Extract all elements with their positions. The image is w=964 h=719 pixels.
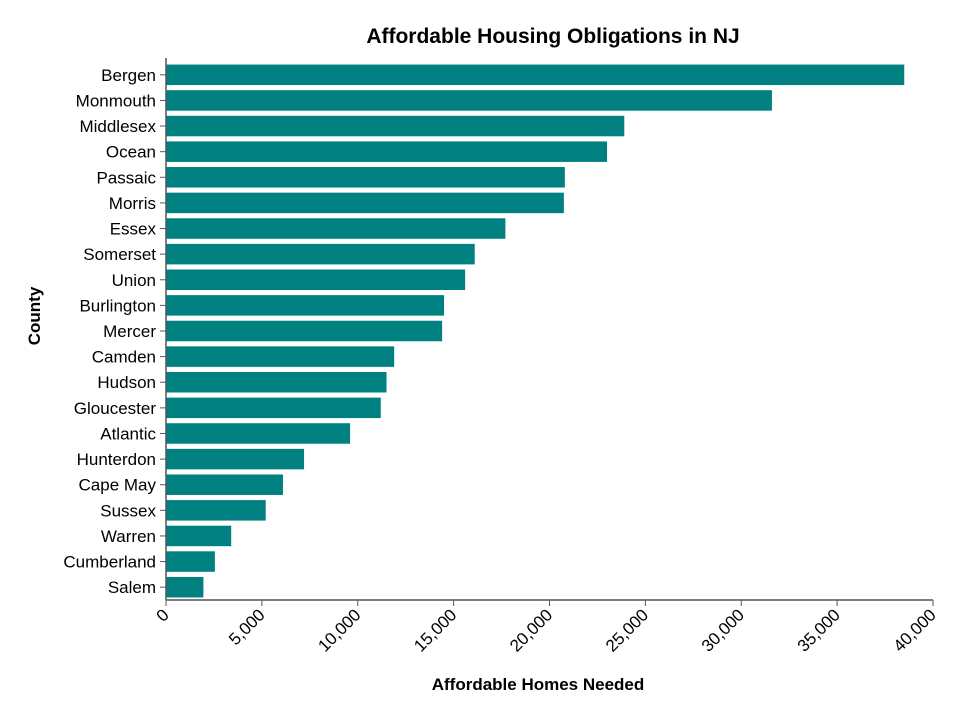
y-tick-label: Passaic xyxy=(96,168,156,187)
bar-mercer xyxy=(166,320,443,342)
y-tick-label: Hudson xyxy=(97,373,156,392)
x-axis-title: Affordable Homes Needed xyxy=(432,675,645,694)
bar-middlesex xyxy=(166,115,625,137)
bar-sussex xyxy=(166,500,266,521)
bar-somerset xyxy=(166,243,475,265)
bar-atlantic xyxy=(166,423,351,444)
x-tick-label: 25,000 xyxy=(602,605,652,655)
y-axis-title: County xyxy=(25,286,44,345)
y-tick-label: Atlantic xyxy=(100,424,156,443)
y-tick-label: Gloucester xyxy=(74,399,157,418)
x-tick-label: 30,000 xyxy=(698,605,748,655)
y-tick-label: Ocean xyxy=(106,143,156,162)
y-tick-label: Hunterdon xyxy=(77,450,156,469)
y-tick-label: Union xyxy=(112,271,156,290)
bar-essex xyxy=(166,218,506,239)
bars-layer xyxy=(166,64,905,598)
x-tick-label: 0 xyxy=(153,605,173,625)
chart-title: Affordable Housing Obligations in NJ xyxy=(366,25,739,48)
bar-cape-may xyxy=(166,474,283,495)
bar-bergen xyxy=(166,64,905,86)
y-tick-label: Morris xyxy=(109,194,156,213)
x-tick-label: 20,000 xyxy=(506,605,556,655)
bar-warren xyxy=(166,525,232,547)
x-tick-label: 35,000 xyxy=(794,605,844,655)
bar-ocean xyxy=(166,141,608,162)
bar-hunterdon xyxy=(166,448,305,470)
y-tick-label: Monmouth xyxy=(76,91,156,110)
y-tick-label: Burlington xyxy=(79,296,156,315)
y-tick-label: Bergen xyxy=(101,66,156,85)
y-tick-label: Mercer xyxy=(103,322,156,341)
bar-morris xyxy=(166,192,564,214)
y-tick-label: Cape May xyxy=(79,476,157,495)
bar-cumberland xyxy=(166,551,215,572)
y-tick-label: Cumberland xyxy=(63,553,156,572)
x-tick-label: 15,000 xyxy=(410,605,460,655)
bar-hudson xyxy=(166,371,387,393)
y-tick-label: Middlesex xyxy=(79,117,156,136)
x-axis: 0 5,000 10,000 15,000 20,000 25,000 30,000 35,0… xyxy=(153,599,940,656)
x-tick-label: 5,000 xyxy=(225,605,269,649)
bar-salem xyxy=(166,576,204,598)
y-tick-label: Salem xyxy=(108,578,156,597)
bar-camden xyxy=(166,346,395,367)
y-tick-label: Sussex xyxy=(100,501,156,520)
bar-gloucester xyxy=(166,397,381,419)
x-tick-label: 40,000 xyxy=(890,605,940,655)
y-axis: Bergen Monmouth Middlesex Ocean Passaic Morri… xyxy=(63,58,167,600)
bar-monmouth xyxy=(166,90,772,111)
x-tick-label: 10,000 xyxy=(314,605,364,655)
y-tick-label: Somerset xyxy=(83,245,156,264)
y-tick-label: Camden xyxy=(92,348,156,367)
bar-burlington xyxy=(166,295,445,316)
y-tick-label: Warren xyxy=(101,527,156,546)
bar-union xyxy=(166,269,466,291)
bar-passaic xyxy=(166,167,565,188)
y-tick-label: Essex xyxy=(110,220,157,239)
